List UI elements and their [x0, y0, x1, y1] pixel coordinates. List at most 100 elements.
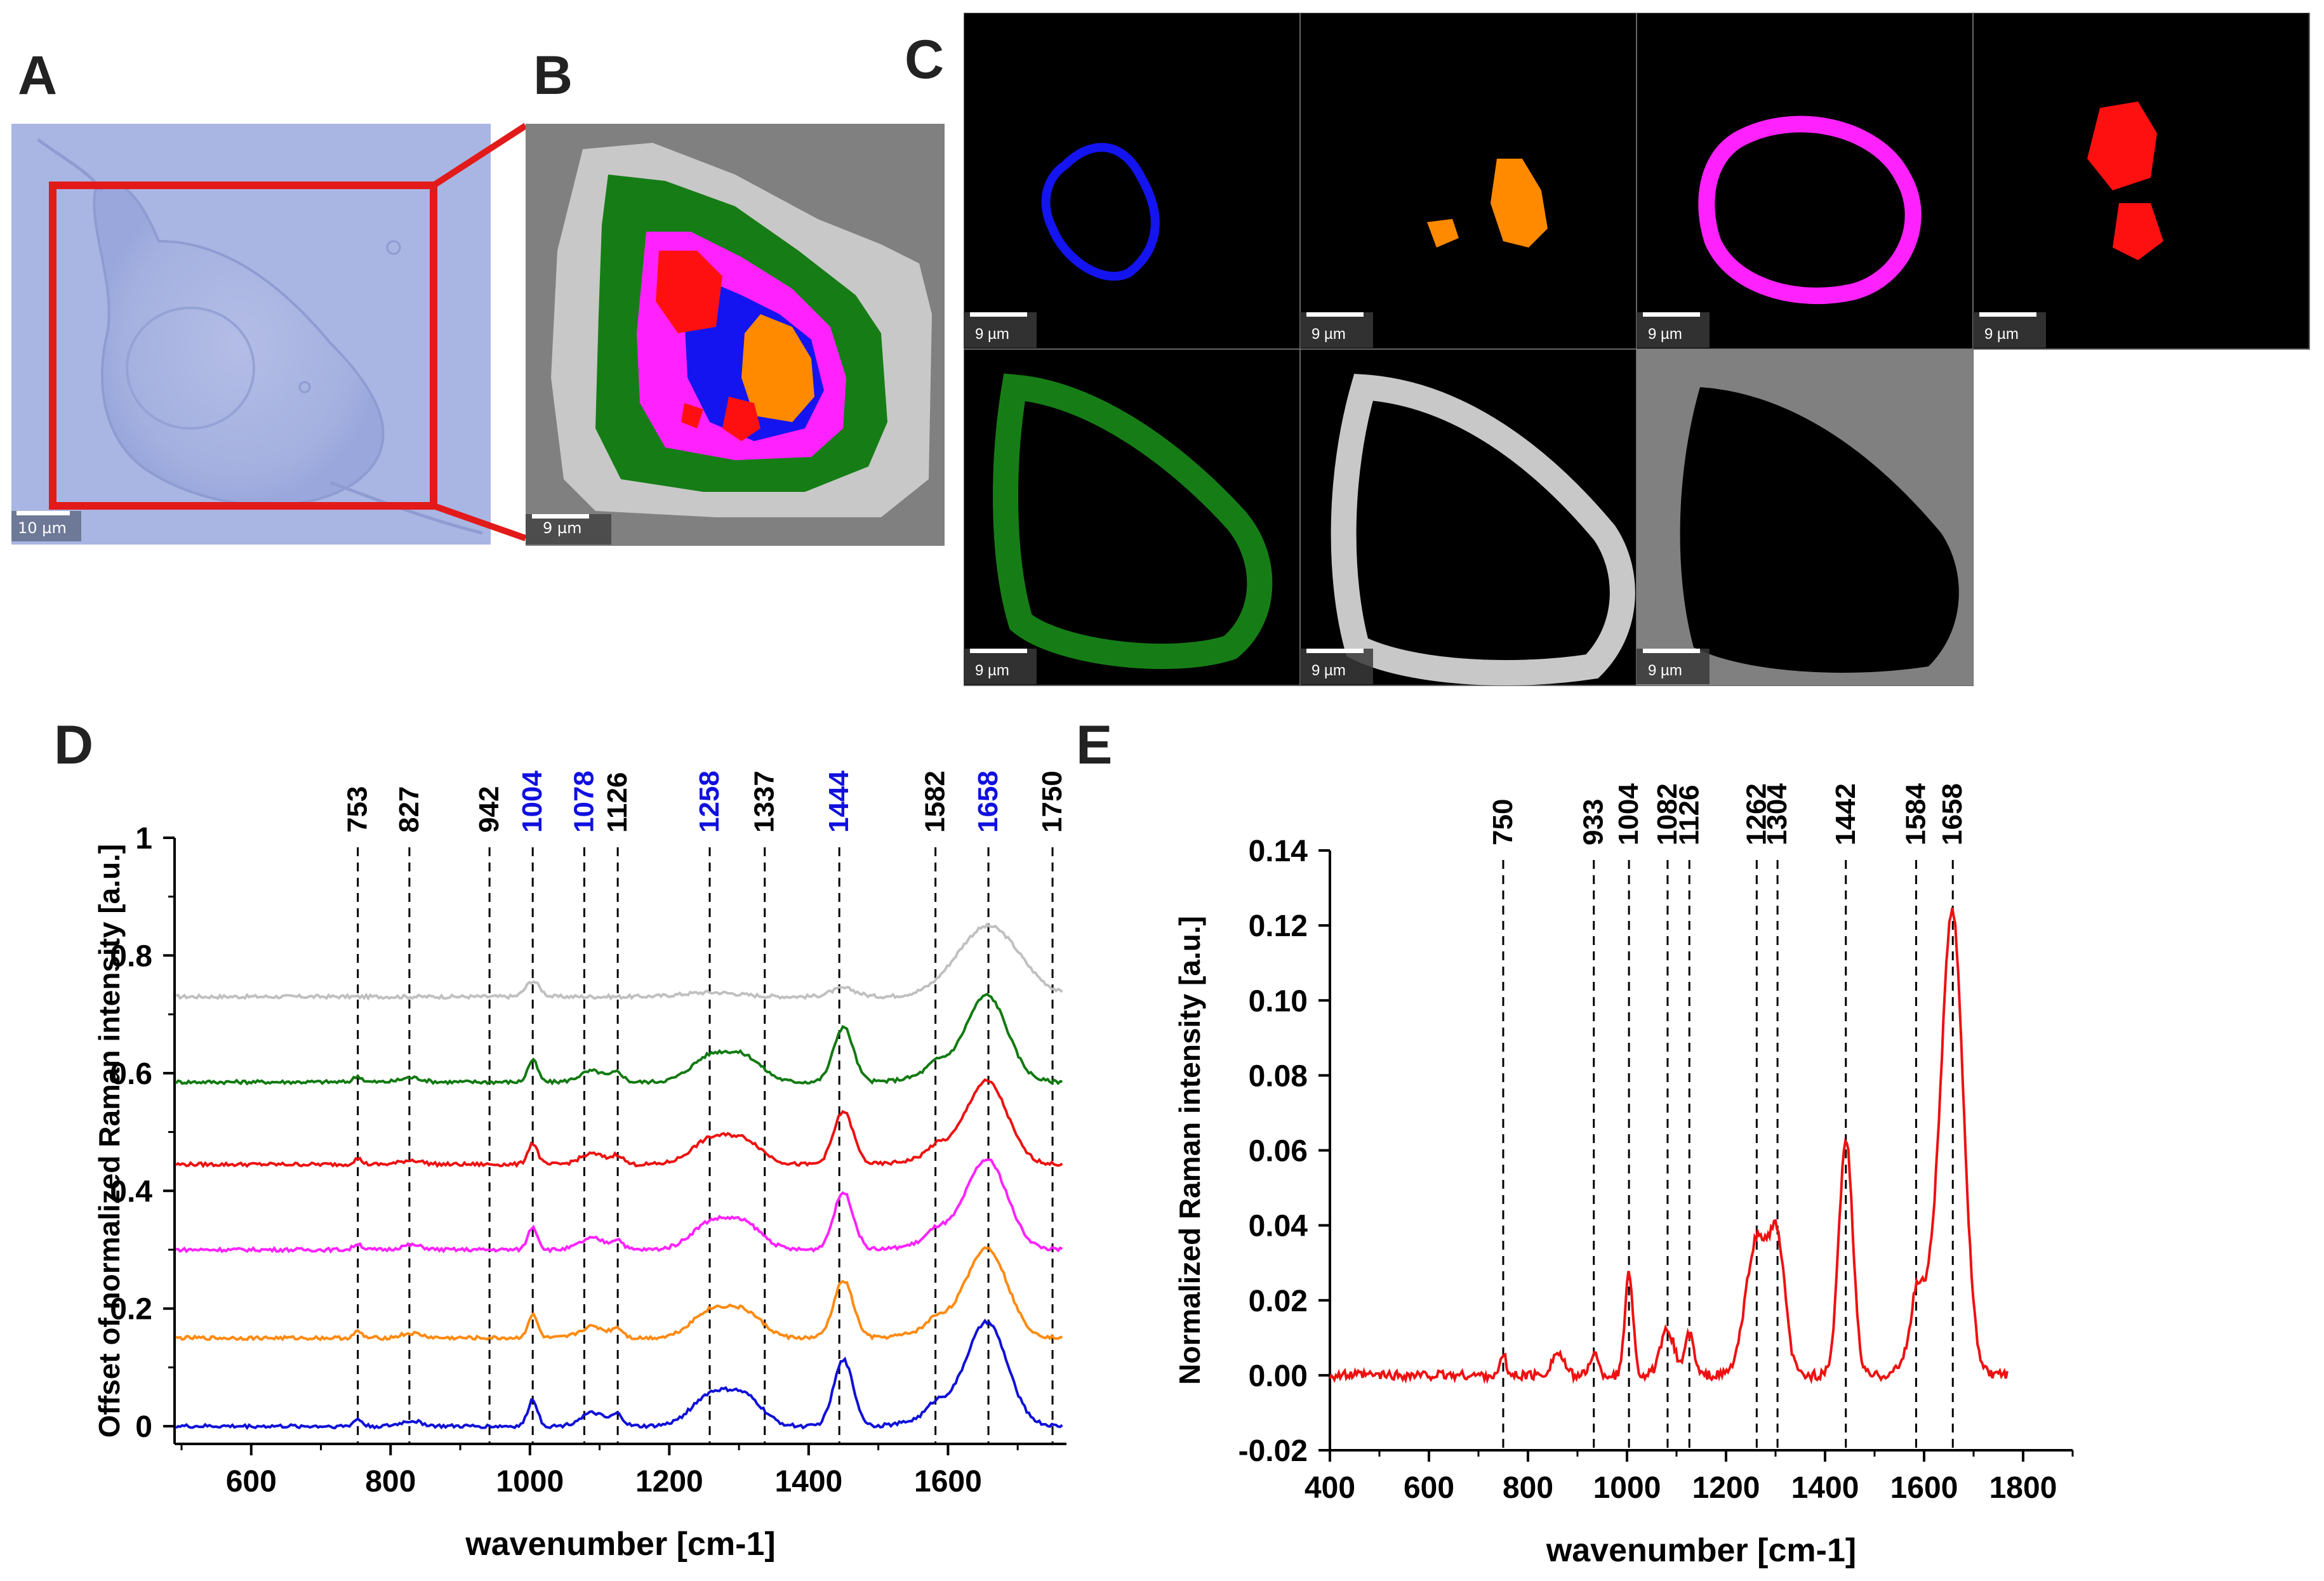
scalebar-label: 9 µm	[1648, 662, 1682, 679]
scalebar-box	[1637, 312, 1710, 348]
x-tick-label: 1600	[914, 1465, 982, 1498]
zoom-connector-line	[432, 503, 527, 541]
scalebar-box	[1973, 312, 2046, 348]
scalebar-line	[1979, 312, 2036, 317]
cluster-red	[681, 403, 703, 428]
y-tick-label: 0.04	[1249, 1210, 1308, 1243]
peak-marker-label: 933	[1578, 799, 1609, 845]
cluster-shape	[993, 373, 1273, 670]
peak-marker-label: 1442	[1830, 783, 1861, 845]
y-axis-label: Offset of normalized Raman intensity [a.…	[93, 844, 126, 1438]
x-tick-label: 1800	[1989, 1471, 2057, 1505]
cluster-red	[656, 251, 722, 333]
scalebar-line	[970, 649, 1027, 653]
x-tick-label: 1000	[496, 1465, 564, 1498]
peak-marker-label: 1337	[749, 771, 780, 833]
cluster-tile-magenta: 9 µm	[1636, 13, 1974, 350]
x-axis-label: wavenumber [cm-1]	[1546, 1532, 1856, 1569]
cell-nucleus	[126, 307, 255, 430]
peak-marker-label: 1126	[1673, 785, 1704, 845]
scalebar-label: 9 µm	[1984, 326, 2019, 343]
cluster-shape	[1698, 116, 1922, 304]
cluster-tile-green: 9 µm	[964, 348, 1301, 686]
x-axis-label: wavenumber [cm-1]	[465, 1526, 775, 1563]
cluster-shape	[1041, 143, 1160, 281]
cell-granule	[386, 240, 401, 255]
cluster-tile-gray: 9 µm	[1636, 348, 1974, 686]
peak-marker-label: 1082	[1652, 783, 1683, 845]
cell-granule	[298, 381, 311, 394]
x-tick-label: 600	[226, 1465, 277, 1498]
y-tick-label: 0.08	[1249, 1059, 1308, 1093]
cluster-shape	[2113, 203, 2163, 260]
cluster-shape	[1427, 219, 1459, 248]
panel-label-e: E	[1076, 715, 1113, 776]
cell-process	[329, 480, 483, 535]
cluster-tile-orange: 9 µm	[1299, 13, 1637, 350]
y-tick-label: 0.2	[110, 1293, 152, 1326]
x-tick-label: 1400	[774, 1465, 842, 1498]
cluster-red	[722, 397, 760, 441]
scalebar-line	[1643, 312, 1700, 317]
scalebar-label: 9 µm	[975, 662, 1009, 679]
x-tick-label: 600	[1404, 1471, 1454, 1505]
peak-marker-label: 1582	[920, 771, 951, 833]
y-tick-label: 0.12	[1249, 910, 1308, 943]
cluster-orange	[741, 314, 814, 422]
series-line-green	[175, 993, 1063, 1086]
y-tick-label: 0.6	[110, 1057, 152, 1091]
y-tick-label: 0.06	[1249, 1135, 1308, 1168]
peak-marker-label: 1750	[1037, 771, 1068, 833]
scalebar-label: 9 µm	[975, 326, 1009, 343]
peak-marker-label: 942	[474, 786, 505, 833]
scalebar-label-b: 9 µm	[543, 519, 582, 537]
peak-marker-label: 750	[1487, 799, 1518, 845]
scalebar-box	[11, 511, 81, 541]
scalebar-label: 9 µm	[1311, 326, 1346, 343]
scalebar-box	[964, 649, 1037, 684]
cluster-shape	[1491, 159, 1548, 248]
y-tick-label: -0.02	[1238, 1434, 1308, 1468]
peak-marker-label: 1126	[602, 772, 633, 833]
series-line-red	[175, 1078, 1063, 1168]
y-tick-label: 1	[135, 822, 152, 856]
x-tick-label: 400	[1305, 1471, 1355, 1505]
panel-a-micrograph	[11, 122, 528, 545]
peak-marker-label: 1004	[517, 771, 548, 833]
cluster-shape	[1331, 373, 1635, 685]
y-tick-label: 0	[135, 1410, 152, 1444]
series-line-magenta	[175, 1158, 1063, 1254]
scalebar-line	[1306, 312, 1364, 317]
peak-marker-label: 1658	[1937, 783, 1968, 845]
x-tick-label: 1600	[1890, 1471, 1958, 1505]
y-tick-label: 0.02	[1249, 1285, 1308, 1318]
panel-label-b: B	[533, 45, 573, 106]
series-line-spectrum	[1329, 907, 2009, 1385]
scalebar-box	[526, 514, 611, 545]
x-tick-label: 1400	[1791, 1471, 1859, 1505]
x-tick-label: 800	[1503, 1471, 1553, 1505]
peak-marker-label: 1004	[1613, 783, 1644, 845]
tile-background	[964, 13, 1301, 350]
scalebar-box	[1300, 649, 1373, 684]
panel-c-cluster-tiles: 9 µm 9 µm 9 µm 9 µm 9 µm 9 µm 9 µm	[964, 13, 2310, 686]
cell-mask	[1680, 387, 1959, 673]
cluster-tile-lightgray: 9 µm	[1299, 348, 1637, 686]
scalebar-box	[964, 312, 1037, 348]
y-tick-label: 0.00	[1249, 1359, 1308, 1393]
panel-label-c: C	[905, 29, 945, 90]
scalebar-line	[17, 511, 70, 515]
panel-label-d: D	[54, 715, 94, 776]
peak-marker-label: 1258	[694, 771, 725, 833]
peak-marker-label: 827	[394, 786, 425, 833]
y-tick-label: 0.8	[110, 939, 152, 973]
peak-marker-label: 1444	[823, 771, 854, 833]
peak-marker-label: 1078	[568, 771, 599, 833]
y-tick-label: 0.10	[1249, 984, 1308, 1018]
panel-b-cluster-map	[526, 124, 945, 546]
peak-marker-label: 1658	[973, 771, 1004, 833]
x-tick-label: 1000	[1593, 1471, 1661, 1505]
scalebar-box	[1637, 649, 1710, 684]
scalebar-line	[532, 514, 589, 519]
